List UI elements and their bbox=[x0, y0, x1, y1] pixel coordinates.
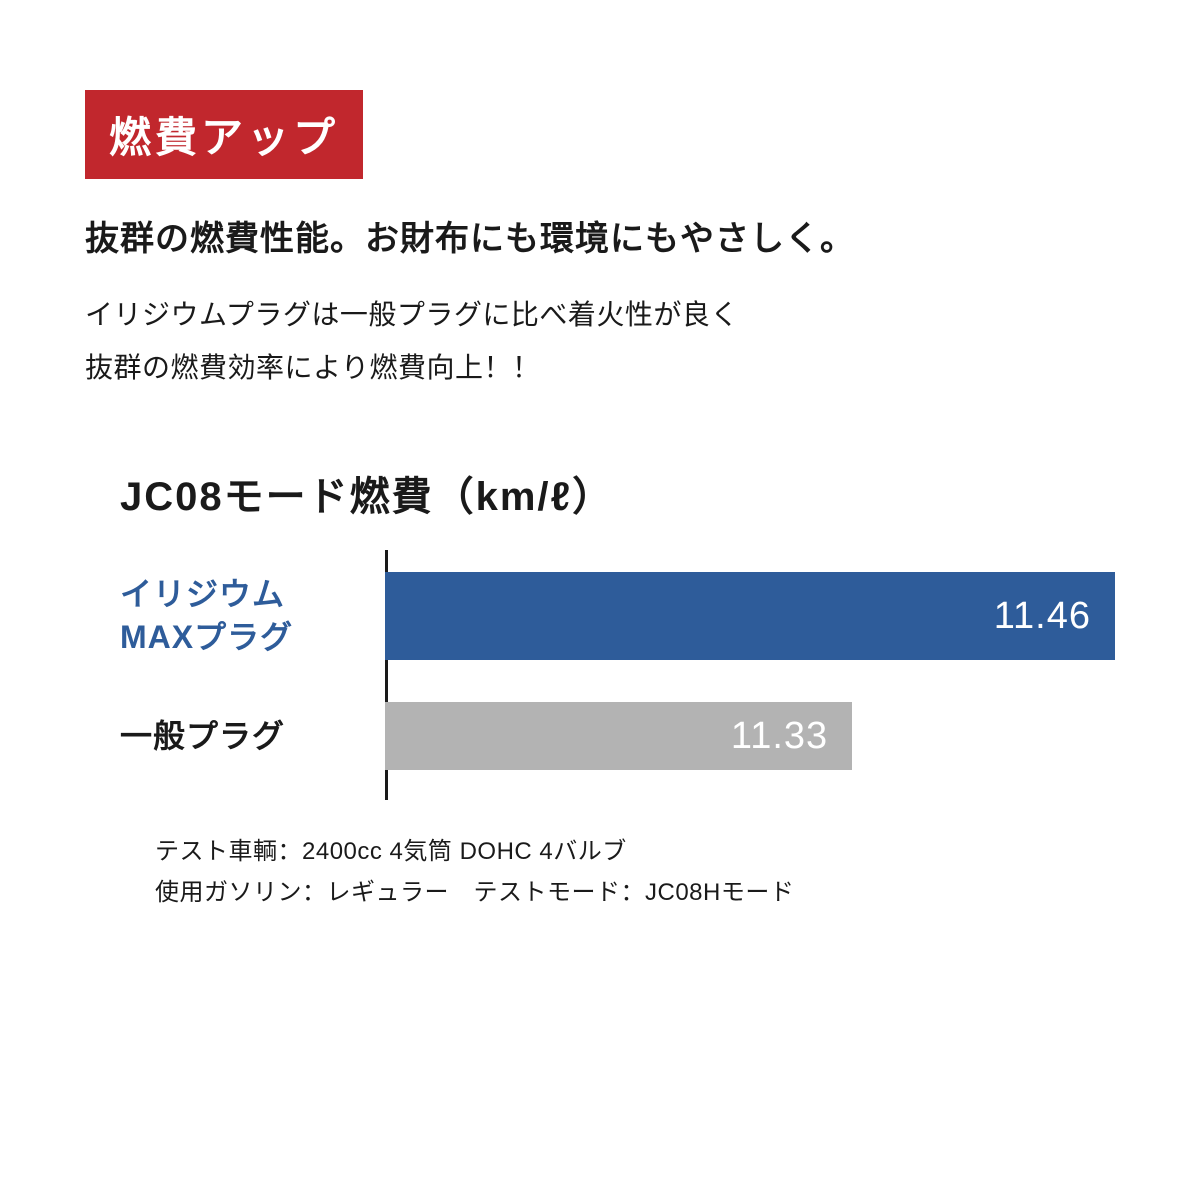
category-badge: 燃費アップ bbox=[85, 90, 363, 179]
chart-block: JC08モード燃費（km/ℓ） イリジウム MAXプラグ 11.46 一般プラグ bbox=[85, 464, 1115, 914]
footnote-line-2: 使用ガソリン：レギュラー テストモード：JC08Hモード bbox=[155, 873, 1115, 914]
bar-value: 11.46 bbox=[994, 595, 1091, 638]
bar-label-line: イリジウム bbox=[120, 573, 367, 616]
bar-value: 11.33 bbox=[731, 715, 828, 758]
desc-line-2: 抜群の燃費効率により燃費向上！！ bbox=[85, 341, 1115, 394]
bar-label-line: MAXプラグ bbox=[120, 616, 367, 659]
bar-row-standard: 一般プラグ 11.33 bbox=[120, 702, 1115, 770]
bar-label-line: 一般プラグ bbox=[120, 715, 367, 758]
footnote-line-1: テスト車輌：2400cc 4気筒 DOHC 4バルブ bbox=[155, 832, 1115, 873]
footnote: テスト車輌：2400cc 4気筒 DOHC 4バルブ 使用ガソリン：レギュラー … bbox=[120, 832, 1115, 914]
bar-track: 11.46 bbox=[385, 572, 1115, 660]
chart-area: イリジウム MAXプラグ 11.46 一般プラグ 11.33 bbox=[120, 550, 1115, 800]
chart-title: JC08モード燃費（km/ℓ） bbox=[120, 464, 1115, 522]
bar-fill-standard: 11.33 bbox=[385, 702, 852, 770]
badge-text: 燃費アップ bbox=[109, 114, 339, 161]
bar-track: 11.33 bbox=[385, 702, 1115, 770]
bar-label-standard: 一般プラグ bbox=[120, 715, 385, 758]
desc-line-1: イリジウムプラグは一般プラグに比べ着火性が良く bbox=[85, 288, 1115, 341]
description: イリジウムプラグは一般プラグに比べ着火性が良く 抜群の燃費効率により燃費向上！！ bbox=[85, 288, 1115, 394]
bars-container: イリジウム MAXプラグ 11.46 一般プラグ 11.33 bbox=[120, 550, 1115, 800]
bar-fill-iridium: 11.46 bbox=[385, 572, 1115, 660]
bar-row-iridium: イリジウム MAXプラグ 11.46 bbox=[120, 572, 1115, 660]
bar-label-iridium: イリジウム MAXプラグ bbox=[120, 573, 385, 659]
subtitle: 抜群の燃費性能。お財布にも環境にもやさしく。 bbox=[85, 211, 1115, 260]
